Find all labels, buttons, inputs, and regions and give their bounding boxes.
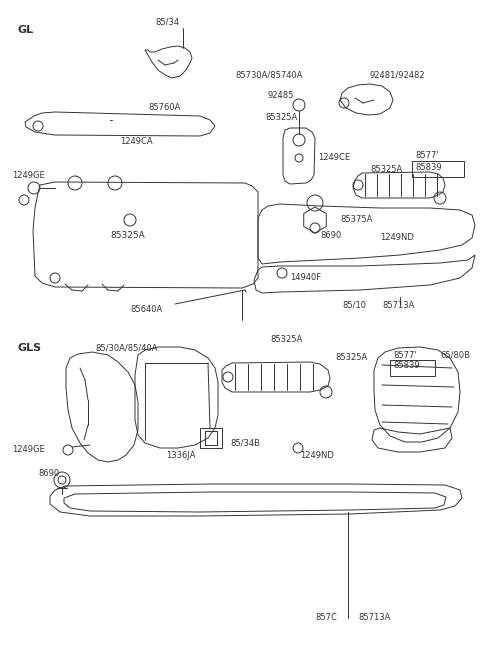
- Text: 85325A: 85325A: [370, 166, 402, 175]
- Text: 85730A/85740A: 85730A/85740A: [235, 70, 302, 79]
- Text: 1249GE: 1249GE: [12, 445, 45, 455]
- Text: 1249GE: 1249GE: [12, 171, 45, 179]
- Bar: [412, 161, 464, 177]
- Text: 85839: 85839: [415, 162, 442, 171]
- Text: 85325A: 85325A: [110, 231, 145, 240]
- Text: 1249CE: 1249CE: [318, 152, 350, 162]
- Text: 85/34: 85/34: [155, 18, 179, 26]
- Text: 85713A: 85713A: [382, 300, 414, 309]
- Text: 8577': 8577': [415, 150, 439, 160]
- Text: 85/30A/85/40A: 85/30A/85/40A: [95, 344, 157, 353]
- Text: 1249CA: 1249CA: [120, 137, 153, 147]
- Text: 85325A: 85325A: [265, 114, 297, 122]
- Text: 85760A: 85760A: [148, 104, 180, 112]
- Text: 1249ND: 1249ND: [300, 451, 334, 459]
- Text: 14940F: 14940F: [290, 273, 321, 283]
- Text: 8690: 8690: [38, 468, 59, 478]
- Text: 1336JA: 1336JA: [166, 451, 195, 459]
- Text: 85640A: 85640A: [130, 306, 162, 315]
- Text: 85375A: 85375A: [340, 215, 372, 225]
- Bar: [205, 431, 217, 445]
- Text: GLS: GLS: [18, 343, 42, 353]
- Text: 8690: 8690: [320, 231, 341, 240]
- Text: 92485: 92485: [268, 91, 294, 99]
- Text: 65/80B: 65/80B: [440, 350, 470, 359]
- Text: 85713A: 85713A: [358, 614, 390, 622]
- Text: 85/34B: 85/34B: [230, 438, 260, 447]
- Text: 85325A: 85325A: [270, 336, 302, 344]
- Text: 1249ND: 1249ND: [380, 233, 414, 242]
- Text: 85/10: 85/10: [342, 300, 366, 309]
- Text: GL: GL: [18, 25, 34, 35]
- Text: 8577': 8577': [393, 350, 417, 359]
- Bar: [390, 360, 435, 376]
- Text: 85839: 85839: [393, 361, 420, 371]
- Text: 92481/92482: 92481/92482: [370, 70, 426, 79]
- Text: 857C: 857C: [315, 614, 337, 622]
- Text: 85325A: 85325A: [335, 353, 367, 363]
- Bar: [200, 428, 222, 448]
